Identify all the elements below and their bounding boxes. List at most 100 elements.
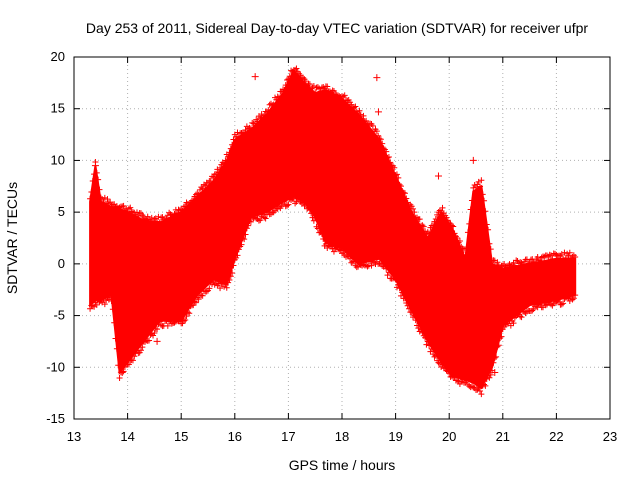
data-point: [554, 297, 561, 304]
data-point: [383, 148, 390, 155]
data-point: [284, 202, 291, 209]
data-point: [494, 259, 501, 266]
data-point: [302, 201, 309, 208]
data-point: [93, 301, 100, 308]
data-point: [416, 216, 423, 223]
data-point: [502, 263, 509, 270]
data-point: [375, 132, 382, 139]
data-point: [93, 169, 100, 176]
data-point: [393, 284, 400, 291]
data-point: [254, 216, 261, 223]
data-point: [360, 261, 367, 268]
data-point: [379, 140, 386, 147]
data-point: [404, 302, 411, 309]
data-point: [568, 255, 575, 262]
data-point: [324, 83, 331, 90]
data-point: [281, 86, 288, 93]
data-point: [473, 184, 479, 191]
data-point: [316, 85, 323, 92]
data-point: [233, 254, 240, 261]
data-point: [234, 252, 241, 259]
data-point: [514, 311, 521, 318]
data-point: [168, 211, 175, 218]
data-point: [537, 257, 544, 264]
data-point: [419, 222, 426, 229]
data-point: [393, 171, 400, 178]
data-point: [430, 222, 437, 229]
data-point: [564, 294, 571, 301]
data-point: [265, 107, 272, 114]
data-point: [332, 245, 339, 252]
data-point: [395, 281, 402, 288]
outlier-point: [491, 368, 499, 376]
data-point: [487, 246, 494, 253]
data-point: [481, 197, 488, 204]
data-point: [464, 229, 471, 236]
data-point: [486, 240, 493, 247]
data-point: [530, 306, 537, 313]
data-point: [148, 214, 155, 221]
data-point: [392, 276, 399, 283]
data-point: [227, 273, 234, 280]
data-point: [347, 255, 354, 262]
data-point: [312, 89, 319, 96]
data-point: [497, 263, 504, 270]
data-point: [448, 222, 455, 229]
data-point: [241, 236, 248, 243]
data-point: [546, 251, 553, 258]
data-point: [297, 72, 304, 79]
data-point: [422, 228, 429, 235]
data-point: [217, 285, 224, 292]
data-point: [444, 217, 451, 224]
data-point: [222, 157, 229, 164]
data-point: [163, 215, 170, 222]
data-point: [245, 222, 252, 229]
data-point: [128, 208, 135, 215]
y-axis-label: SDTVAR / TECUs: [4, 182, 20, 294]
data-point: [247, 125, 254, 132]
data-point: [408, 203, 415, 210]
data-point: [454, 235, 461, 242]
x-tick-label: 19: [388, 429, 402, 444]
data-point: [261, 214, 268, 221]
data-point: [515, 260, 522, 267]
data-point: [202, 182, 209, 189]
data-point: [229, 141, 236, 148]
data-point: [184, 309, 191, 316]
data-point: [418, 222, 425, 229]
data-point: [415, 325, 422, 332]
data-point: [432, 216, 439, 223]
data-point: [285, 76, 292, 83]
data-point: [523, 308, 530, 315]
data-point: [348, 259, 355, 266]
data-point: [560, 300, 567, 307]
data-point: [438, 208, 445, 215]
data-point: [221, 160, 228, 167]
data-point: [226, 277, 233, 284]
y-tick-label: -10: [46, 359, 65, 374]
data-point: [493, 353, 500, 360]
data-point: [112, 204, 119, 211]
data-point: [183, 313, 190, 320]
data-point: [138, 347, 144, 354]
data-point: [242, 231, 249, 238]
data-point: [363, 117, 370, 124]
data-point: [535, 257, 542, 264]
data-point: [401, 190, 408, 197]
data-point: [428, 345, 435, 352]
data-point: [376, 135, 383, 142]
data-point: [270, 209, 277, 216]
data-point: [261, 112, 268, 119]
data-point: [385, 269, 392, 276]
data-point: [107, 294, 114, 301]
data-point: [470, 184, 477, 191]
data-point: [192, 299, 199, 306]
data-point: [120, 202, 127, 209]
x-tick-label: 15: [174, 429, 188, 444]
data-point: [306, 81, 313, 88]
data-point: [168, 320, 175, 327]
data-point: [396, 285, 403, 292]
data-point: [217, 164, 224, 171]
data-point: [422, 334, 429, 341]
data-point: [262, 108, 269, 115]
